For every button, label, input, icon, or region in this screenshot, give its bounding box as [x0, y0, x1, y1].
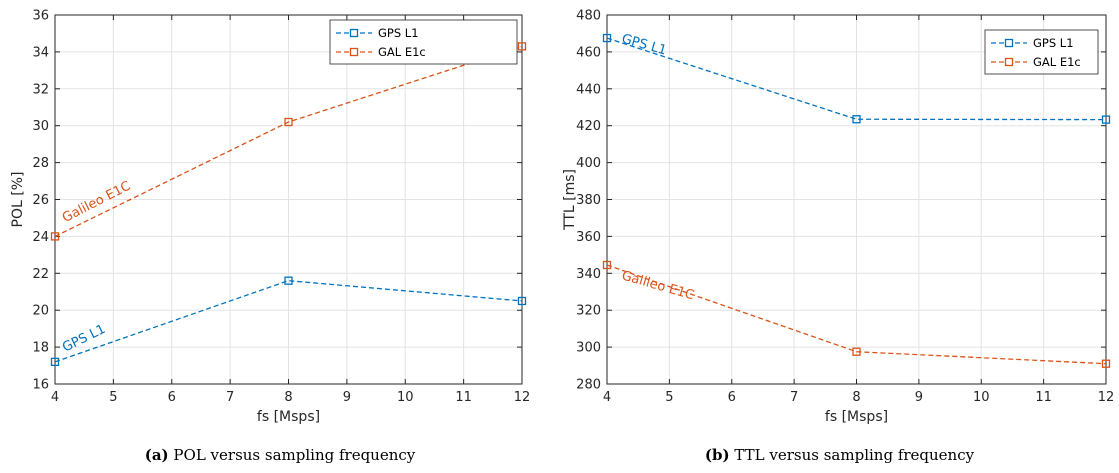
data-point-0-0: [602, 33, 612, 43]
caption-b-label: (b): [704, 446, 730, 464]
y-axis-label: POL [%]: [10, 172, 26, 228]
x-tick-label: 9: [915, 390, 923, 405]
data-point-0-2: [517, 296, 527, 306]
caption-a-label: (a): [144, 446, 169, 464]
data-point-1-0: [50, 232, 60, 241]
data-point-1-2: [1101, 359, 1111, 368]
legend-marker-1: [349, 47, 359, 57]
y-axis-label: TTL [ms]: [562, 169, 578, 231]
ttl-chart: 4 5 6 7 8 9 10 11 12 280 300 320 340 360 380 400 420 440 4…: [562, 9, 1115, 426]
data-point-1-0: [602, 260, 612, 270]
data-point-0-1: [284, 276, 293, 285]
series-line-1: [54, 45, 523, 237]
series-line-0: [54, 280, 523, 363]
x-tick-label: 5: [665, 390, 673, 405]
series-line-0: [606, 37, 1107, 121]
data-point-0-2: [1101, 115, 1111, 124]
y-tick-label: 440: [576, 82, 601, 97]
chart-panel-b: 4 5 6 7 8 9 10 11 12 280 300 320 340 360 380 400 420 440 4…: [560, 0, 1119, 473]
legend-label-0: GPS L1: [378, 26, 419, 40]
y-tick-label: 36: [32, 9, 49, 24]
data-point-1-1: [284, 117, 293, 127]
y-tick-label: 32: [32, 82, 49, 97]
y-tick-label: 22: [32, 267, 49, 282]
axes-box: [54, 14, 523, 385]
y-tick-label: 380: [576, 193, 601, 208]
legend-label-1: GAL E1c: [378, 45, 426, 59]
legend-marker-0: [349, 28, 359, 38]
axes-box: [606, 14, 1107, 385]
caption-a-text: POL versus sampling frequency: [168, 446, 416, 464]
y-tick-label: 26: [32, 193, 49, 208]
y-tick-label: 420: [576, 119, 601, 134]
y-tick-label: 460: [576, 45, 601, 60]
x-tick-label: 6: [728, 390, 736, 405]
x-tick-label: 11: [1035, 390, 1052, 405]
y-tick-label: 24: [32, 230, 49, 245]
chart-panel-a: 4 5 6 7 8 9 10 11 12 16 18 20 22 24 26 28 30 32 34 36 fs [Ms…: [0, 9, 560, 465]
y-tick-label: 280: [576, 378, 601, 393]
y-tick-label: 30: [32, 119, 49, 134]
x-tick-label: 10: [397, 390, 414, 405]
x-tick-label: 6: [168, 390, 176, 405]
data-point-0-0: [50, 357, 60, 367]
caption-a: (a) POL versus sampling frequency: [0, 446, 560, 464]
y-tick-label: 16: [32, 378, 49, 393]
x-tick-label: 12: [514, 390, 531, 405]
y-tick-label: 480: [576, 9, 601, 24]
x-axis-label: fs [Msps]: [825, 409, 888, 425]
caption-b: (b) TTL versus sampling frequency: [560, 446, 1119, 464]
x-tick-label: 11: [455, 390, 472, 405]
legend-label-0: GPS L1: [1033, 36, 1074, 50]
y-tick-label: 400: [576, 156, 601, 171]
legend-marker-1: [1004, 57, 1014, 67]
data-point-1-2: [517, 42, 527, 51]
y-tick-label: 360: [576, 230, 601, 245]
data-point-0-1: [852, 115, 861, 124]
y-tick-label: 28: [32, 156, 49, 171]
x-tick-label: 8: [284, 390, 292, 405]
y-tick-label: 20: [32, 304, 49, 319]
legend: GPS L1 GAL E1c: [984, 29, 1099, 75]
x-tick-label: 4: [51, 390, 59, 405]
series-line-1: [606, 264, 1107, 365]
x-tick-label: 4: [603, 390, 611, 405]
x-tick-label: 5: [109, 390, 117, 405]
x-axis-label: fs [Msps]: [257, 409, 320, 425]
y-tick-label: 18: [32, 341, 49, 356]
x-tick-label: 10: [973, 390, 990, 405]
y-tick-label: 300: [576, 341, 601, 356]
data-point-1-1: [852, 347, 861, 356]
x-tick-label: 8: [852, 390, 860, 405]
x-tick-label: 7: [790, 390, 798, 405]
x-tick-label: 9: [343, 390, 351, 405]
x-tick-label: 7: [226, 390, 234, 405]
y-tick-label: 340: [576, 267, 601, 282]
legend-box: [329, 19, 518, 65]
legend-box: [984, 29, 1099, 75]
pol-chart: 4 5 6 7 8 9 10 11 12 16 18 20 22 24 26 28 30 32 34 36 fs [Ms…: [10, 9, 531, 426]
legend-marker-0: [1004, 38, 1014, 48]
y-tick-label: 320: [576, 304, 601, 319]
x-tick-label: 12: [1098, 390, 1115, 405]
caption-b-text: TTL versus sampling frequency: [729, 446, 975, 464]
legend: GPS L1 GAL E1c: [329, 19, 518, 65]
y-tick-label: 34: [32, 45, 49, 60]
legend-label-1: GAL E1c: [1033, 55, 1081, 69]
